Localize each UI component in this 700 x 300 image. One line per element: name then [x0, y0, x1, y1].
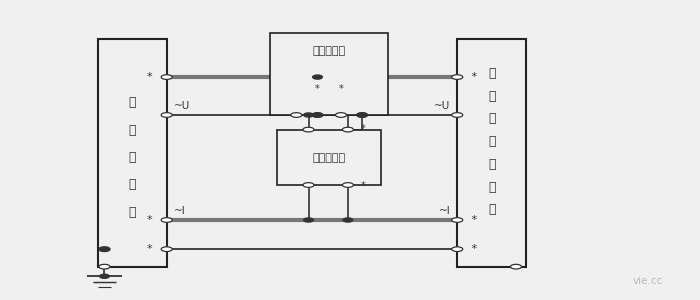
- Circle shape: [313, 113, 322, 117]
- Circle shape: [303, 127, 314, 132]
- Circle shape: [161, 247, 172, 251]
- Text: ~U: ~U: [174, 101, 190, 111]
- Text: *: *: [468, 72, 477, 82]
- Text: 电阵分流器: 电阵分流器: [313, 153, 346, 164]
- Bar: [457, 39, 526, 267]
- Circle shape: [99, 247, 110, 251]
- Circle shape: [161, 113, 172, 117]
- Circle shape: [357, 113, 367, 117]
- Text: *: *: [315, 84, 320, 94]
- Circle shape: [161, 218, 172, 222]
- Circle shape: [99, 274, 109, 278]
- Circle shape: [452, 113, 463, 117]
- Circle shape: [304, 218, 314, 222]
- Circle shape: [290, 113, 302, 117]
- Circle shape: [452, 247, 463, 251]
- Circle shape: [99, 264, 110, 269]
- Circle shape: [343, 218, 353, 222]
- Text: 析: 析: [488, 181, 496, 194]
- Text: 量: 量: [488, 135, 496, 148]
- Text: 仪: 仪: [488, 203, 496, 216]
- Text: 电: 电: [488, 112, 496, 125]
- Text: 信: 信: [128, 151, 136, 164]
- Text: 变: 变: [488, 67, 496, 80]
- Text: *: *: [147, 72, 156, 82]
- Circle shape: [452, 75, 463, 80]
- Text: 分: 分: [488, 158, 496, 171]
- Bar: [277, 130, 381, 185]
- Text: *: *: [147, 215, 156, 225]
- Circle shape: [313, 75, 322, 79]
- Text: ~I: ~I: [174, 206, 186, 216]
- Text: 源: 源: [128, 206, 136, 219]
- Text: 频: 频: [488, 89, 496, 103]
- Text: 功: 功: [128, 96, 136, 110]
- Circle shape: [452, 218, 463, 222]
- Circle shape: [510, 264, 522, 269]
- Bar: [270, 33, 388, 115]
- Text: *: *: [468, 244, 477, 254]
- Text: *: *: [360, 124, 365, 134]
- Text: 号: 号: [128, 178, 136, 191]
- Text: 标准相位计: 标准相位计: [313, 46, 346, 56]
- Circle shape: [356, 113, 368, 117]
- Circle shape: [335, 113, 346, 117]
- Circle shape: [304, 113, 314, 117]
- Text: ~I: ~I: [438, 206, 450, 216]
- Circle shape: [161, 75, 172, 80]
- Text: *: *: [147, 244, 156, 254]
- Circle shape: [342, 127, 354, 132]
- Circle shape: [312, 113, 323, 117]
- Text: *: *: [360, 181, 365, 191]
- Text: *: *: [468, 215, 477, 225]
- Text: *: *: [339, 84, 344, 94]
- Text: vie.cc: vie.cc: [632, 276, 663, 286]
- Circle shape: [303, 183, 314, 187]
- Text: 率: 率: [128, 124, 136, 137]
- Text: ~U: ~U: [434, 101, 450, 111]
- Bar: [97, 39, 167, 267]
- Circle shape: [342, 183, 354, 187]
